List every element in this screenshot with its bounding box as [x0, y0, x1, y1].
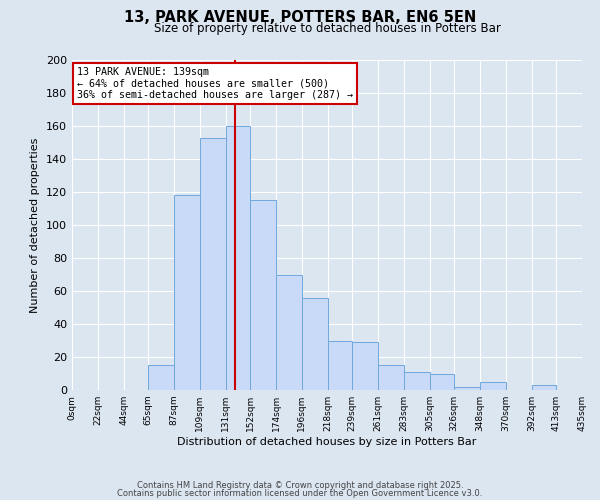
Bar [430, 374, 454, 390]
Bar [582, 385, 600, 390]
Bar [148, 365, 174, 390]
Bar [276, 274, 302, 390]
Bar [454, 386, 480, 390]
Bar [226, 126, 250, 390]
Bar [352, 342, 378, 390]
Text: Contains HM Land Registry data © Crown copyright and database right 2025.: Contains HM Land Registry data © Crown c… [137, 481, 463, 490]
Text: 13 PARK AVENUE: 139sqm
← 64% of detached houses are smaller (500)
36% of semi-de: 13 PARK AVENUE: 139sqm ← 64% of detached… [77, 66, 353, 100]
Bar [302, 298, 328, 390]
Text: Contains public sector information licensed under the Open Government Licence v3: Contains public sector information licen… [118, 488, 482, 498]
Bar [250, 200, 276, 390]
Bar [200, 138, 226, 390]
Y-axis label: Number of detached properties: Number of detached properties [31, 138, 40, 312]
Bar [174, 196, 200, 390]
Bar [328, 340, 352, 390]
Bar [404, 372, 430, 390]
Bar [532, 385, 556, 390]
Bar [378, 365, 404, 390]
Bar [480, 382, 506, 390]
Text: 13, PARK AVENUE, POTTERS BAR, EN6 5EN: 13, PARK AVENUE, POTTERS BAR, EN6 5EN [124, 10, 476, 25]
Title: Size of property relative to detached houses in Potters Bar: Size of property relative to detached ho… [154, 22, 500, 35]
X-axis label: Distribution of detached houses by size in Potters Bar: Distribution of detached houses by size … [178, 437, 476, 447]
